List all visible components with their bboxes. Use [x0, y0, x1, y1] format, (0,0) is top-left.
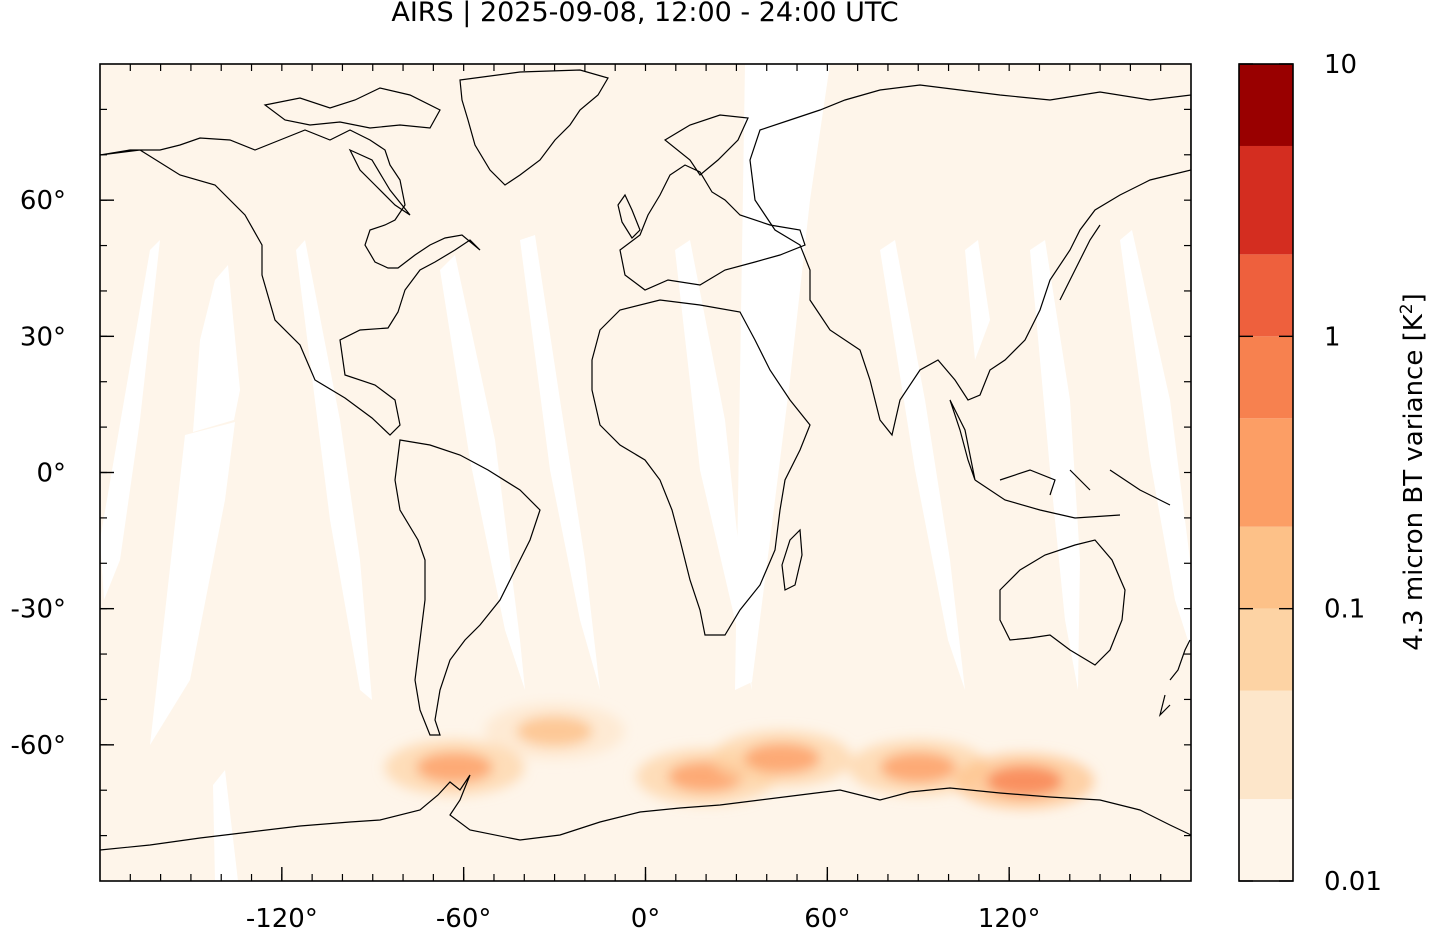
variance-core	[986, 766, 1063, 797]
north-america-coast	[100, 129, 481, 436]
x-axis-ticks: -120° -60° 0° 60° 120°	[129, 64, 1162, 930]
y-tick-label: 60°	[20, 186, 66, 216]
colorbar-tick-label: 0.1	[1324, 595, 1365, 625]
colorbar-segment	[1239, 336, 1293, 419]
africa-coast	[591, 299, 811, 636]
europe-coast	[619, 114, 806, 291]
australia-coast	[999, 539, 1126, 666]
x-tick-label: 60°	[804, 904, 850, 930]
madagascar-coast	[781, 528, 803, 591]
colorbar-title: 4.3 micron BT variance [K2]	[1397, 293, 1429, 651]
colorbar-frame	[1238, 63, 1294, 882]
colorbar: 10 1 0.1 0.01	[1238, 50, 1382, 897]
variance-core	[880, 752, 957, 783]
colorbar-tick-label: 1	[1324, 322, 1341, 352]
variance-core	[743, 743, 820, 774]
colorbar-segment	[1239, 418, 1293, 527]
x-tick-label: -120°	[246, 904, 318, 930]
colorbar-segment	[1239, 145, 1293, 255]
variance-core	[516, 716, 593, 747]
y-axis-ticks: 60° 30° 0° -30° -60°	[11, 108, 1191, 837]
antarctica-coast	[100, 774, 1191, 851]
colorbar-tick-label: 0.01	[1324, 867, 1382, 897]
uk-coast	[617, 193, 641, 239]
x-tick-label: -60°	[436, 904, 491, 930]
colorbar-segment	[1239, 64, 1293, 146]
map-area	[100, 64, 1191, 881]
south-america-coast	[394, 439, 541, 736]
y-tick-label: -60°	[11, 731, 66, 761]
japan-coast	[1059, 224, 1101, 301]
y-tick-label: 30°	[20, 322, 66, 352]
coastlines	[100, 69, 1191, 851]
colorbar-tick-label: 10	[1324, 50, 1357, 80]
colorbar-segment	[1239, 690, 1293, 800]
map-background	[100, 64, 1191, 881]
variance-shading	[384, 703, 1095, 810]
colorbar-segment	[1239, 254, 1293, 337]
canada-islands	[263, 87, 441, 216]
asia-coast	[749, 84, 1191, 437]
greenland-coast	[459, 69, 609, 186]
map-title: AIRS | 2025-09-08, 12:00 - 24:00 UTC	[391, 0, 899, 28]
data-gaps	[100, 64, 1191, 881]
x-tick-label: 120°	[978, 904, 1041, 930]
variance-core	[416, 752, 493, 783]
indonesia-coast	[974, 469, 1171, 519]
colorbar-segment	[1239, 526, 1293, 609]
x-tick-label: 0°	[631, 904, 661, 930]
colorbar-segment	[1239, 799, 1293, 881]
y-tick-label: -30°	[11, 595, 66, 625]
new-zealand-coast	[1158, 639, 1191, 717]
colorbar-segment	[1239, 608, 1293, 691]
y-tick-label: 0°	[36, 459, 66, 489]
